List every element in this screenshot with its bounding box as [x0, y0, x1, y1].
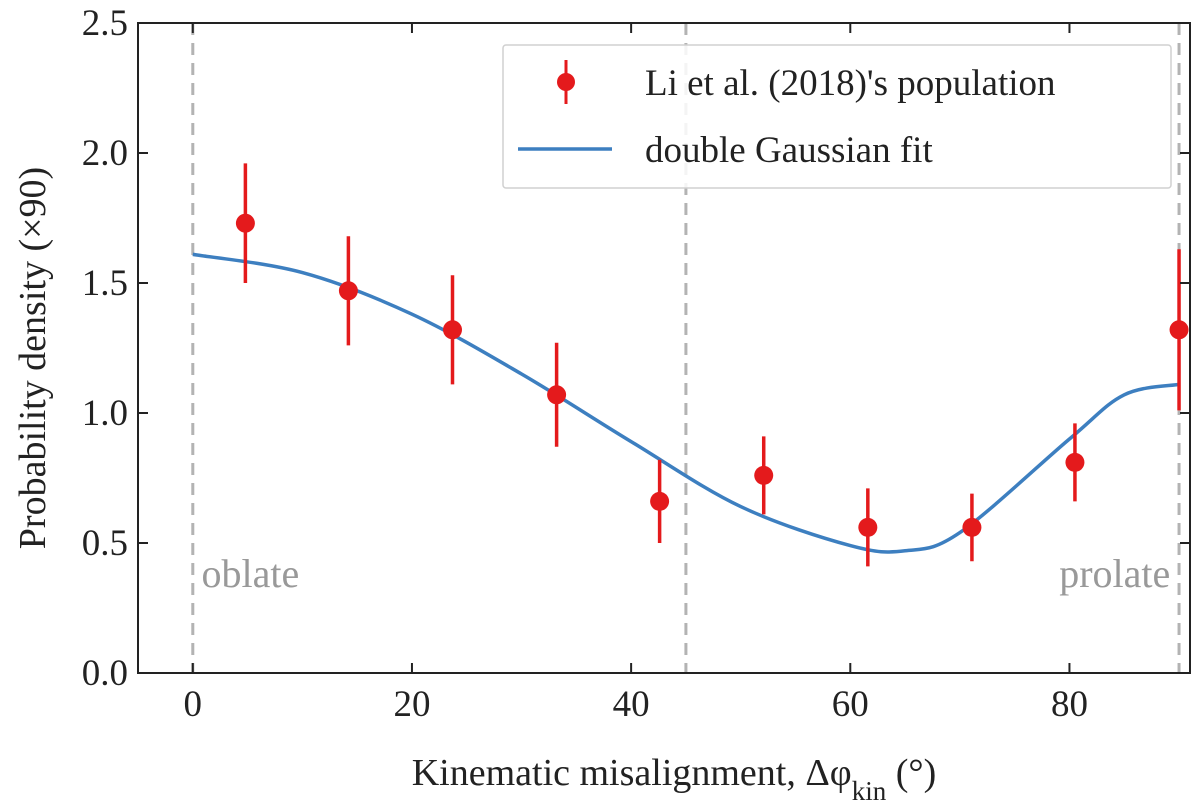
annotation-oblate: oblate	[202, 551, 300, 596]
x-axis-title-subscript: kin	[852, 776, 887, 805]
x-axis-title-main: Kinematic misalignment, Δφ	[412, 752, 852, 794]
legend-box	[502, 44, 1172, 189]
data-points-layer	[235, 163, 1189, 567]
data-point-9	[1169, 320, 1189, 340]
legend-point-marker	[557, 73, 575, 91]
data-point-1	[338, 281, 358, 301]
data-point-6	[858, 517, 878, 537]
data-point-4	[650, 491, 670, 511]
data-point-8	[1065, 452, 1085, 472]
plot-frame	[137, 22, 1191, 674]
data-point-7	[962, 517, 982, 537]
y-tick-label-0.5: 0.5	[82, 523, 128, 564]
fit-curve	[192, 252, 1180, 554]
fit-curve-layer	[192, 252, 1180, 554]
data-point-3	[547, 385, 567, 405]
axis-ticks: 0 20 40 60 80 0.0 0.5 1.0 1.5 2.0 2.5	[82, 3, 1190, 725]
y-tick-label-0: 0.0	[82, 653, 128, 694]
annotations-layer: oblate prolate	[202, 551, 1171, 596]
x-tick-label-40: 40	[613, 684, 650, 725]
y-axis-title: Probability density (×90)	[12, 167, 54, 549]
legend-label-fit: double Gaussian fit	[645, 130, 933, 171]
x-tick-label-20: 20	[393, 684, 430, 725]
y-tick-label-2: 2.0	[82, 133, 128, 174]
x-tick-label-80: 80	[1051, 684, 1088, 725]
y-tick-label-1.5: 1.5	[82, 263, 128, 304]
legend-label-population: Li et al. (2018)'s population	[645, 63, 1056, 104]
y-tick-label-2.5: 2.5	[82, 3, 128, 44]
x-tick-label-0: 0	[184, 684, 203, 725]
data-point-0	[235, 213, 255, 233]
y-tick-label-1: 1.0	[82, 393, 128, 434]
x-axis-title-unit: (°)	[886, 752, 936, 794]
legend: Li et al. (2018)'s population double Gau…	[502, 44, 1172, 189]
x-axis-title: Kinematic misalignment, Δφkin (°)	[412, 752, 937, 805]
annotation-prolate: prolate	[1059, 551, 1170, 596]
data-point-2	[443, 320, 463, 340]
data-point-5	[754, 465, 774, 485]
x-tick-label-60: 60	[832, 684, 869, 725]
